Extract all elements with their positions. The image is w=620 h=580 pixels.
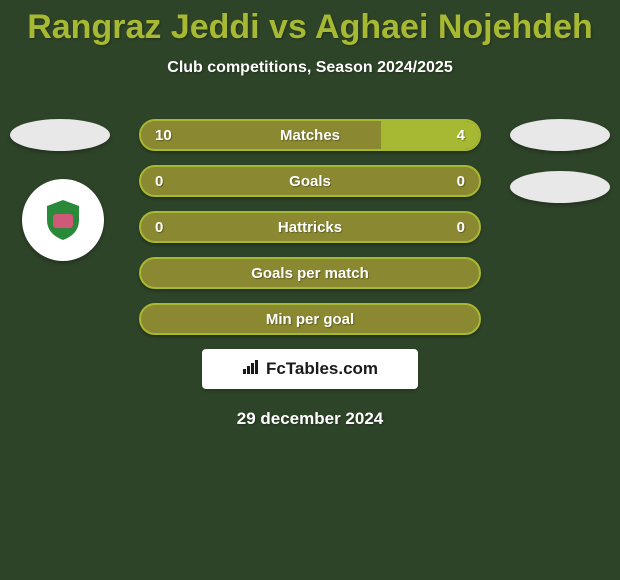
team-logo bbox=[22, 179, 104, 261]
stat-label: Matches bbox=[280, 127, 340, 144]
stat-row: Goals per match bbox=[139, 257, 481, 289]
stat-value-left: 0 bbox=[155, 219, 163, 236]
stat-value-right: 0 bbox=[457, 173, 465, 190]
chart-icon bbox=[242, 359, 262, 380]
subtitle: Club competitions, Season 2024/2025 bbox=[0, 59, 620, 77]
stat-row: Min per goal bbox=[139, 303, 481, 335]
stat-row: 0 0 Hattricks bbox=[139, 211, 481, 243]
page-title: Rangraz Jeddi vs Aghaei Nojehdeh bbox=[0, 0, 620, 47]
stat-label: Hattricks bbox=[278, 219, 342, 236]
stats-bars: 10 4 Matches 0 0 Goals 0 0 Hattricks Goals per ma… bbox=[139, 119, 481, 335]
placeholder-ellipse-right-1 bbox=[510, 119, 610, 151]
stat-value-right: 0 bbox=[457, 219, 465, 236]
comparison-card: Rangraz Jeddi vs Aghaei Nojehdeh Club co… bbox=[0, 0, 620, 580]
placeholder-ellipse-right-2 bbox=[510, 171, 610, 203]
brand-box[interactable]: FcTables.com bbox=[202, 349, 418, 389]
date-label: 29 december 2024 bbox=[10, 409, 610, 429]
brand-label: FcTables.com bbox=[242, 359, 378, 380]
placeholder-ellipse-left-1 bbox=[10, 119, 110, 151]
brand-text: FcTables.com bbox=[266, 359, 378, 379]
stat-label: Goals per match bbox=[251, 265, 369, 282]
content-area: 10 4 Matches 0 0 Goals 0 0 Hattricks Goals per ma… bbox=[0, 119, 620, 429]
stat-label: Min per goal bbox=[266, 311, 354, 328]
stat-value-left: 0 bbox=[155, 173, 163, 190]
stat-value-left: 10 bbox=[155, 127, 172, 144]
stat-row: 0 0 Goals bbox=[139, 165, 481, 197]
team-logo-shield-icon bbox=[33, 190, 93, 250]
stat-value-right: 4 bbox=[457, 127, 465, 144]
stat-fill-left bbox=[141, 121, 381, 149]
stat-label: Goals bbox=[289, 173, 331, 190]
stat-row: 10 4 Matches bbox=[139, 119, 481, 151]
